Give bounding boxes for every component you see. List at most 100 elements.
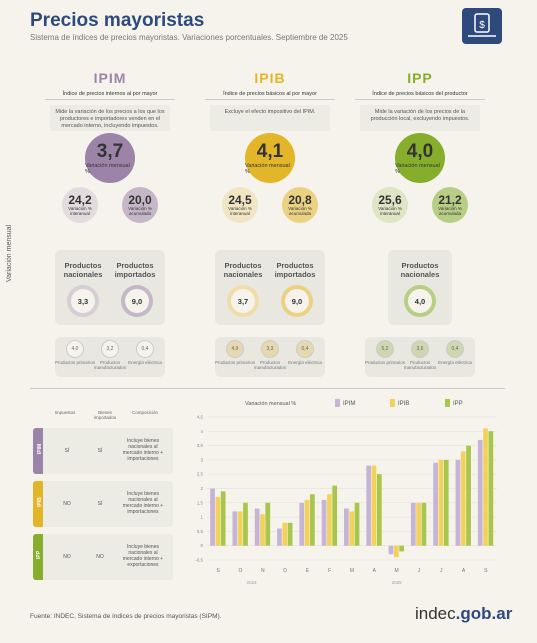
table-header-1: Bienes importados [93, 410, 117, 420]
ipp-primarios-label: Productos primarios [365, 360, 406, 365]
ipim-energia-label: Energía eléctrica [128, 360, 162, 365]
bar-ipim [277, 528, 282, 546]
x-tick-label: D [283, 568, 287, 574]
bar-ipib [416, 502, 421, 546]
ipim-interanual-label: Variación % interanual [68, 206, 92, 216]
page-subtitle: Sistema de índices de precios mayoristas… [30, 33, 348, 42]
legend-swatch [335, 399, 340, 407]
x-tick-label: S [484, 568, 488, 574]
ipp-subtitle: Índice de precios básicos del productor [355, 89, 485, 100]
ipim-acumulada-value: 20,0 [128, 193, 152, 208]
bar-ipib [438, 459, 444, 546]
bar-ipp [466, 445, 471, 546]
y-tick-label: 0,5 [197, 529, 204, 534]
bar-ipp [376, 474, 382, 546]
table-header-2: Composición [131, 410, 158, 415]
ipib-manufacturados-value: 3,3 [261, 340, 279, 358]
y-tick-label: 0 [200, 543, 203, 548]
year-label: 2024 [247, 580, 258, 585]
brand-logo: indec.gob.ar [415, 604, 513, 623]
ipib-subtitle: Índice de precios básicos al por mayor [205, 89, 335, 100]
ipp-nacionales-ring: 4,0 [404, 285, 436, 317]
table-composicion: Incluye bienes nacionales al mercado int… [122, 491, 164, 515]
bar-ipib [282, 522, 288, 546]
ipib-monthly-circle: 4,1 Variación mensual % [245, 133, 295, 183]
table-importados: SÍ [97, 501, 103, 507]
legend-swatch [390, 399, 395, 407]
ipib-nacionales-ring: 3,7 [227, 285, 259, 317]
ipib-energia-value: 0,4 [296, 340, 314, 358]
table-row [33, 428, 173, 474]
table-impuestos: SÍ [64, 448, 70, 454]
bar-ipim [410, 502, 416, 546]
price-tag-logo-icon: $ [462, 8, 502, 44]
x-tick-label: M [350, 568, 354, 574]
table-row-tag: IPIB [33, 481, 43, 527]
ipp-monthly-value: 4,0 [406, 140, 434, 162]
x-tick-label: J [418, 568, 421, 574]
bar-ipp [443, 459, 449, 546]
table-row-tag: IPP [33, 534, 43, 580]
bar-ipim [388, 545, 394, 555]
ipp-interanual-circle: 25,6 Variación % interanual [372, 187, 408, 223]
ipib-monthly-value: 4,1 [256, 140, 284, 162]
bar-ipp [265, 502, 271, 546]
bar-ipim [210, 488, 215, 546]
bar-ipim [433, 462, 438, 546]
section-divider [30, 388, 505, 389]
table-impuestos: NO [63, 554, 71, 560]
table-row-tag: IPIM [33, 428, 43, 474]
ipim-acumulada-circle: 20,0 Variación % acumulada [122, 187, 158, 223]
bar-ipim [254, 508, 260, 546]
ipp-manufacturados-label: Productos manufacturados [403, 360, 437, 370]
table-row-tag-label: IPP [36, 550, 43, 560]
y-tick-label: 1 [200, 515, 203, 520]
legend-swatch [445, 399, 450, 407]
table-row [33, 481, 173, 527]
ipim-manufacturados-label: Productos manufacturados [93, 360, 127, 370]
x-tick-label: J [440, 568, 443, 574]
x-tick-label: A [462, 568, 466, 574]
bar-ipp [421, 502, 427, 546]
ipib-importados-ring: 9,0 [281, 285, 313, 317]
ipib-primarios-label: Productos primarios [215, 360, 256, 365]
ipim-primarios-value: 4,0 [66, 340, 84, 358]
ipp-acumulada-circle: 21,2 Variación % acumulada [432, 187, 468, 223]
ipim-column: IPIM Índice de precios internos al por m… [30, 70, 190, 131]
legend-item: IPP [453, 401, 463, 407]
legend-item: IPIB [398, 401, 409, 407]
ipp-acumulada-label: Variación % acumulada [438, 206, 462, 216]
bar-ipp [220, 491, 226, 546]
ipim-importados-label: Productos importados [114, 261, 156, 279]
ipib-energia-label: Energía eléctrica [288, 360, 322, 365]
bar-ipib [460, 451, 466, 546]
ipim-title: IPIM [93, 70, 127, 86]
x-tick-label: F [328, 568, 331, 574]
ipib-importados-label: Productos importados [274, 261, 316, 279]
bar-ipp [310, 494, 315, 546]
bar-ipib [260, 514, 265, 546]
ipim-nacionales-label: Productos nacionales [63, 261, 103, 279]
y-tick-label: 3,5 [197, 443, 204, 448]
ipp-manufacturados-value: 3,6 [411, 340, 429, 358]
y-tick-label: -0,5 [195, 558, 203, 563]
ipim-interanual-circle: 24,2 Variación % interanual [62, 187, 98, 223]
ipib-manufacturados-label: Productos manufacturados [253, 360, 287, 370]
x-tick-label: E [306, 568, 310, 574]
table-composicion: Incluye bienes nacionales al mercado int… [122, 544, 164, 568]
ipp-nacionales-label: Productos nacionales [400, 261, 440, 279]
y-tick-label: 2 [200, 486, 203, 491]
bar-ipib [304, 499, 310, 546]
ipp-primarios-value: 5,2 [376, 340, 394, 358]
ipim-monthly-label: Variación mensual % [85, 162, 130, 175]
y-tick-label: 4,5 [197, 415, 204, 420]
ipib-interanual-value: 24,5 [228, 193, 252, 208]
y-tick-label: 3 [200, 457, 203, 462]
y-tick-label: 1,5 [197, 500, 204, 505]
ipp-monthly-circle: 4,0 Variación mensual % [395, 133, 445, 183]
ipib-acumulada-circle: 20,8 Variación % acumulada [282, 187, 318, 223]
x-tick-label: O [239, 568, 243, 574]
ipim-energia-value: 0,4 [136, 340, 154, 358]
table-importados: NO [96, 554, 104, 560]
bar-ipp [287, 522, 293, 546]
